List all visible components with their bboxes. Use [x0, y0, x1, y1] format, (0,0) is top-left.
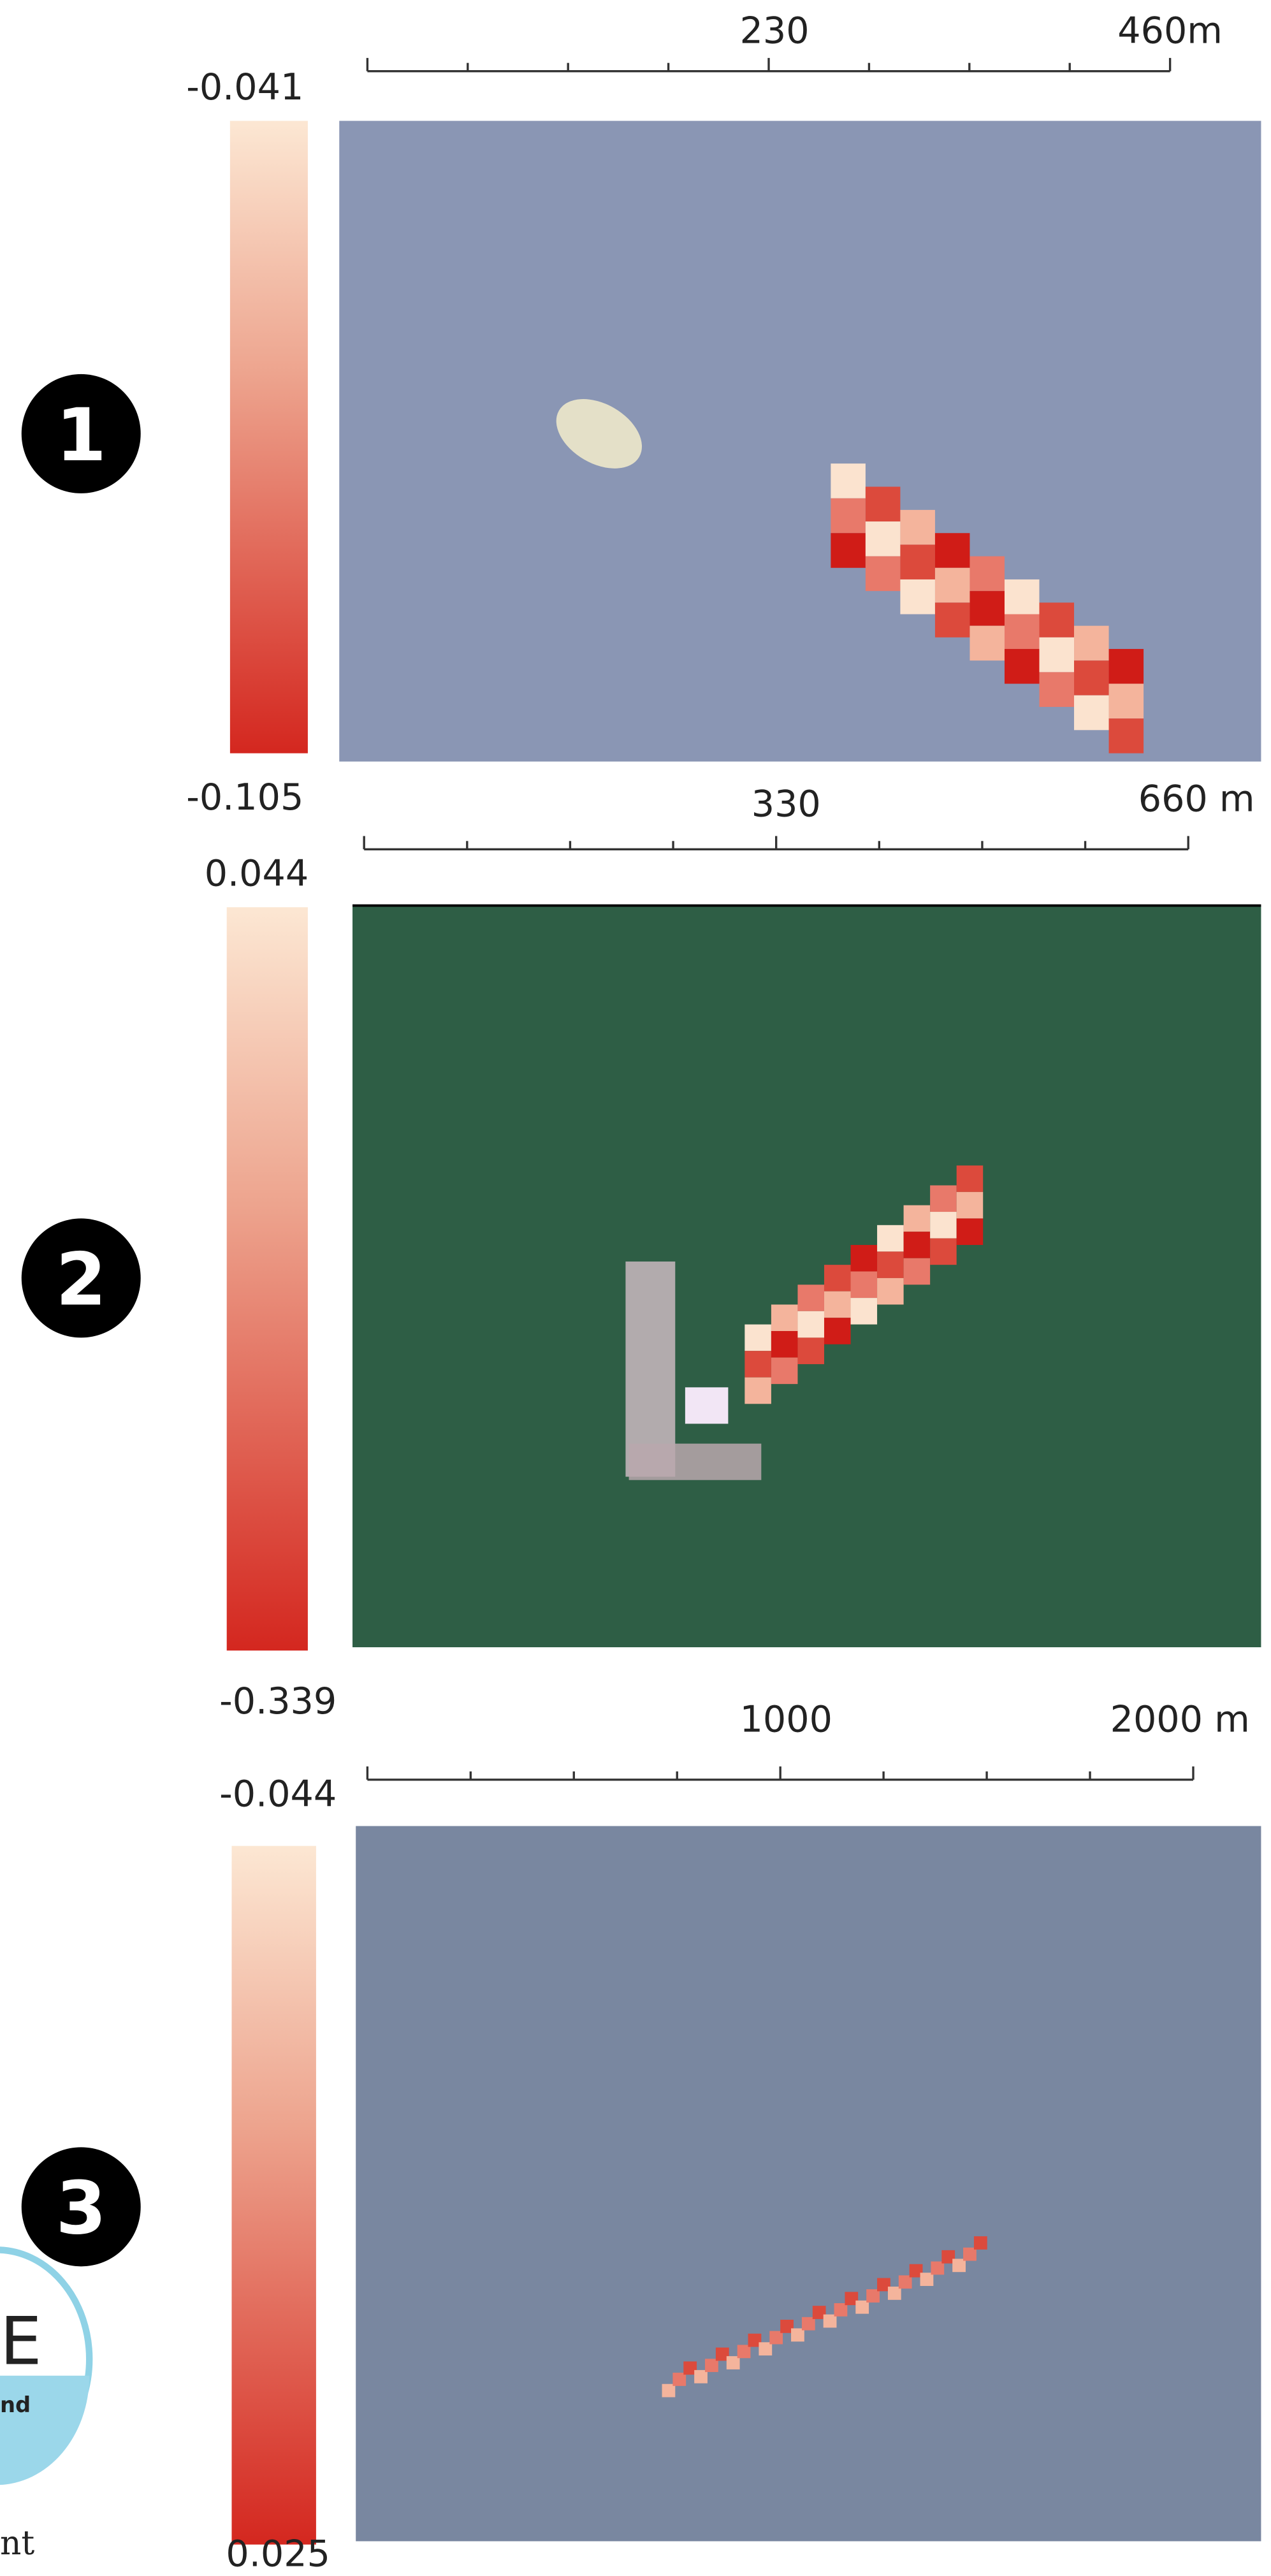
- overlay-pixel: [744, 1325, 771, 1351]
- overlay-pixel: [851, 1298, 878, 1325]
- footer-fragment: nt: [0, 2524, 34, 2563]
- platform-light: [685, 1387, 729, 1423]
- overlay-pixel: [930, 1185, 957, 1212]
- overlay-pixel: [744, 1351, 771, 1378]
- overlay-pixel: [824, 1292, 851, 1318]
- scale-end-label: 2000 m: [1110, 1699, 1250, 1741]
- colorbar-top-label: -0.044: [219, 1773, 337, 1815]
- badge-number: 2: [55, 1237, 106, 1321]
- badge-number: 1: [55, 393, 106, 477]
- overlay-pixel: [957, 1165, 984, 1192]
- colorbar: [227, 907, 308, 1650]
- overlay-pixel: [1109, 649, 1144, 684]
- overlay-pixel: [797, 1311, 824, 1338]
- colorbar: [231, 1846, 316, 2545]
- overlay-pixel: [824, 1265, 851, 1292]
- overlay-pixel: [904, 1232, 931, 1258]
- scale-mid-label: 330: [752, 783, 821, 825]
- scale-mid-label: 1000: [740, 1699, 832, 1741]
- overlay-pixel: [970, 591, 1005, 626]
- platform: [629, 1444, 762, 1480]
- colorbar: [230, 121, 308, 753]
- colorbar-bottom-label: -0.105: [186, 776, 303, 819]
- overlay-pixel: [930, 1212, 957, 1239]
- satellite-image: [356, 1826, 1261, 2542]
- overlay-pixel: [1005, 615, 1040, 650]
- overlay-pixel: [851, 1245, 878, 1272]
- overlay-pixel: [759, 2342, 772, 2355]
- overlay-pixel: [904, 1205, 931, 1232]
- scale-end-label: 660 m: [1138, 778, 1255, 820]
- colorbar-top-label: 0.044: [205, 852, 309, 894]
- overlay-pixel: [935, 602, 970, 637]
- overlay-pixel: [877, 1278, 904, 1305]
- colorbar-bottom-label: -0.339: [219, 1680, 337, 1722]
- overlay-pixel: [831, 498, 866, 534]
- overlay-pixel: [797, 1337, 824, 1364]
- overlay-pixel: [904, 1258, 931, 1285]
- overlay-pixel: [824, 1318, 851, 1344]
- overlay-pixel: [970, 557, 1005, 592]
- overlay-pixel: [831, 463, 866, 498]
- overlay-pixel: [957, 1192, 984, 1219]
- overlay-pixel: [771, 1358, 798, 1385]
- overlay-pixel: [866, 557, 901, 592]
- overlay-pixel: [791, 2328, 804, 2341]
- overlay-pixel: [1005, 649, 1040, 684]
- overlay-pixel: [866, 487, 901, 522]
- overlay-pixel: [957, 1218, 984, 1245]
- overlay-pixel: [744, 1378, 771, 1404]
- overlay-pixel: [931, 2262, 944, 2275]
- overlay-pixel: [705, 2359, 718, 2372]
- scale-end-label: 460m: [1117, 10, 1223, 52]
- overlay-pixel: [877, 1251, 904, 1278]
- overlay-pixel: [1040, 602, 1075, 637]
- overlay-pixel: [1040, 637, 1075, 673]
- logo-subtext: nd: [0, 2392, 31, 2417]
- overlay-pixel: [900, 510, 935, 545]
- overlay-pixel: [970, 626, 1005, 661]
- overlay-pixel: [900, 579, 935, 615]
- overlay-pixel: [851, 1272, 878, 1299]
- overlay-pixel: [1005, 579, 1040, 615]
- overlay-pixel: [900, 544, 935, 579]
- satellite-image: [352, 906, 1261, 1647]
- overlay-pixel: [797, 1284, 824, 1311]
- overlay-pixel: [1074, 695, 1109, 731]
- overlay-pixel: [866, 521, 901, 557]
- overlay-pixel: [771, 1331, 798, 1358]
- overlay-pixel: [935, 568, 970, 603]
- overlay-pixel: [1040, 672, 1075, 707]
- overlay-pixel: [737, 2345, 751, 2358]
- badge-number: 3: [55, 2165, 106, 2250]
- scale-mid-label: 230: [740, 10, 810, 52]
- overlay-pixel: [974, 2236, 987, 2250]
- logo-letter: E: [0, 2304, 42, 2380]
- overlay-pixel: [935, 533, 970, 568]
- overlay-pixel: [1074, 660, 1109, 695]
- overlay-pixel: [1074, 626, 1109, 661]
- overlay-pixel: [1109, 684, 1144, 719]
- overlay-pixel: [831, 533, 866, 568]
- colorbar-bottom-label: 0.025: [226, 2533, 330, 2575]
- overlay-pixel: [930, 1239, 957, 1265]
- figure: E nd nt 1 -0.041 -0.105 230 460m 2 0.044…: [0, 0, 1271, 2576]
- overlay-pixel: [771, 1304, 798, 1331]
- colorbar-top-label: -0.041: [186, 66, 303, 108]
- overlay-pixel: [1109, 718, 1144, 753]
- page: E nd nt 1 -0.041 -0.105 230 460m 2 0.044…: [0, 0, 1271, 2576]
- overlay-pixel: [877, 1225, 904, 1252]
